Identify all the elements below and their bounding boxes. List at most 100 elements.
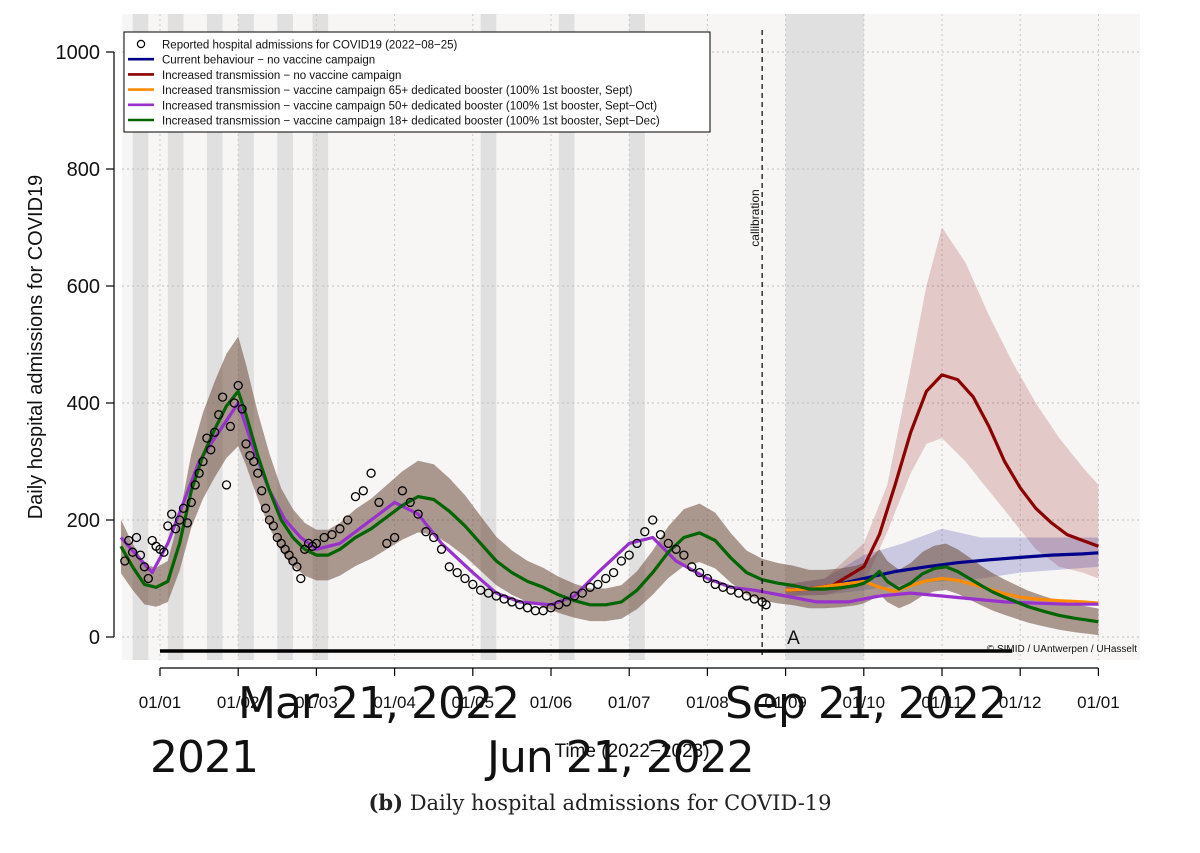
overlay-date-4: 2021 — [150, 732, 259, 783]
data-point-64 — [429, 532, 439, 543]
data-point-13 — [170, 524, 181, 534]
data-point-79 — [546, 603, 556, 613]
reported-points — [120, 380, 771, 616]
data-point-45 — [296, 573, 306, 584]
overlay-date-2: Sep 21, 2022 — [725, 678, 1007, 729]
data-point-98 — [694, 567, 705, 578]
data-point-4 — [135, 550, 146, 560]
data-point-97 — [687, 562, 697, 572]
data-point-59 — [389, 532, 400, 543]
data-point-99 — [702, 573, 713, 584]
data-point-50 — [319, 532, 329, 543]
x-tick-label-6: 01/07 — [608, 693, 651, 712]
data-point-100 — [710, 579, 720, 590]
data-point-61 — [405, 497, 415, 508]
data-point-36 — [260, 503, 271, 513]
data-point-22 — [206, 445, 216, 455]
data-point-29 — [233, 380, 243, 391]
data-point-52 — [335, 524, 345, 534]
series-line-2 — [785, 373, 1099, 592]
data-point-5 — [139, 562, 150, 572]
data-point-65 — [436, 544, 447, 554]
data-point-81 — [561, 597, 572, 607]
data-point-17 — [186, 497, 196, 508]
data-point-20 — [198, 456, 208, 467]
data-point-95 — [671, 544, 681, 554]
data-point-80 — [554, 600, 564, 610]
data-point-86 — [601, 573, 611, 584]
data-point-18 — [190, 480, 200, 490]
data-point-28 — [229, 398, 239, 408]
data-point-91 — [640, 527, 650, 537]
shaded-period-8 — [629, 14, 645, 660]
legend-swatch-0 — [136, 39, 146, 49]
fit-band — [120, 336, 1099, 636]
data-point-33 — [249, 456, 259, 467]
data-point-58 — [382, 538, 392, 549]
data-point-104 — [741, 591, 752, 601]
x-axis-title: Time (2022−2023) — [554, 741, 709, 762]
figure-caption: (b) Daily hospital admissions for COVID-… — [0, 790, 1200, 815]
caption-text: Daily hospital admissions for COVID-19 — [409, 791, 832, 815]
data-point-23 — [210, 427, 220, 437]
data-point-101 — [718, 582, 728, 592]
band-0 — [785, 227, 1099, 596]
x-tick-label-11: 01/12 — [999, 693, 1042, 712]
data-point-54 — [350, 491, 361, 502]
data-point-26 — [221, 480, 232, 490]
y-tick-label-4: 800 — [67, 159, 100, 181]
shaded-period-0 — [132, 14, 149, 660]
data-point-63 — [421, 527, 431, 537]
shaded-period-7 — [558, 14, 575, 660]
watermark: © SIMID / UAntwerpen / UHasselt — [987, 644, 1137, 655]
legend-label-0: Reported hospital admissions for COVID19… — [162, 40, 458, 52]
data-point-83 — [577, 588, 587, 598]
data-point-38 — [268, 521, 279, 531]
axes: 0 200 400 600 800 1000 01/01 01/02 01/03 01/04 01/… — [25, 42, 1120, 762]
y-tick-label-5: 1000 — [56, 42, 101, 64]
data-point-11 — [163, 521, 173, 531]
x-tick-label-12: 01/01 — [1077, 693, 1120, 712]
data-point-24 — [214, 410, 224, 420]
data-point-71 — [483, 588, 494, 598]
x-tick-label-7: 01/08 — [686, 693, 729, 712]
legend-label-3: Increased transmission − vaccine campaig… — [162, 85, 633, 97]
data-point-76 — [522, 603, 533, 613]
legend-label-1: Current behaviour − no vaccine campaign — [162, 55, 375, 67]
data-point-1 — [124, 535, 134, 546]
data-point-19 — [194, 468, 204, 478]
data-point-0 — [120, 556, 130, 566]
data-point-51 — [327, 529, 337, 540]
data-point-105 — [749, 594, 759, 604]
data-point-12 — [167, 509, 177, 519]
data-point-49 — [311, 538, 322, 549]
legend-label-4: Increased transmission − vaccine campaig… — [162, 100, 657, 112]
data-point-72 — [491, 591, 501, 601]
data-point-68 — [460, 573, 470, 584]
data-point-16 — [182, 518, 193, 528]
data-point-75 — [515, 600, 525, 610]
data-point-14 — [174, 515, 185, 525]
data-point-93 — [655, 529, 666, 540]
shaded-period-9 — [785, 14, 864, 660]
calibration-label: callibration — [748, 189, 762, 246]
shaded-period-6 — [480, 14, 497, 660]
shaded-period-3 — [238, 14, 254, 660]
data-point-107 — [761, 600, 771, 610]
data-point-84 — [585, 582, 595, 592]
data-point-31 — [241, 439, 251, 449]
data-point-55 — [358, 486, 368, 496]
segment-label-a: A — [787, 628, 800, 649]
caption-label: (b) — [368, 790, 404, 815]
data-point-73 — [499, 594, 509, 604]
x-tick-label-10: 01/11 — [921, 693, 962, 712]
y-tick-label-1: 200 — [67, 510, 100, 532]
x-tick-label-8: 01/09 — [764, 693, 807, 712]
data-point-66 — [444, 562, 454, 572]
data-point-88 — [616, 556, 627, 566]
data-point-89 — [624, 550, 634, 560]
x-tick-label-1: 01/02 — [217, 693, 260, 712]
data-point-34 — [253, 468, 263, 478]
data-point-21 — [202, 433, 212, 443]
legend: Reported hospital admissions for COVID19… — [123, 31, 711, 133]
